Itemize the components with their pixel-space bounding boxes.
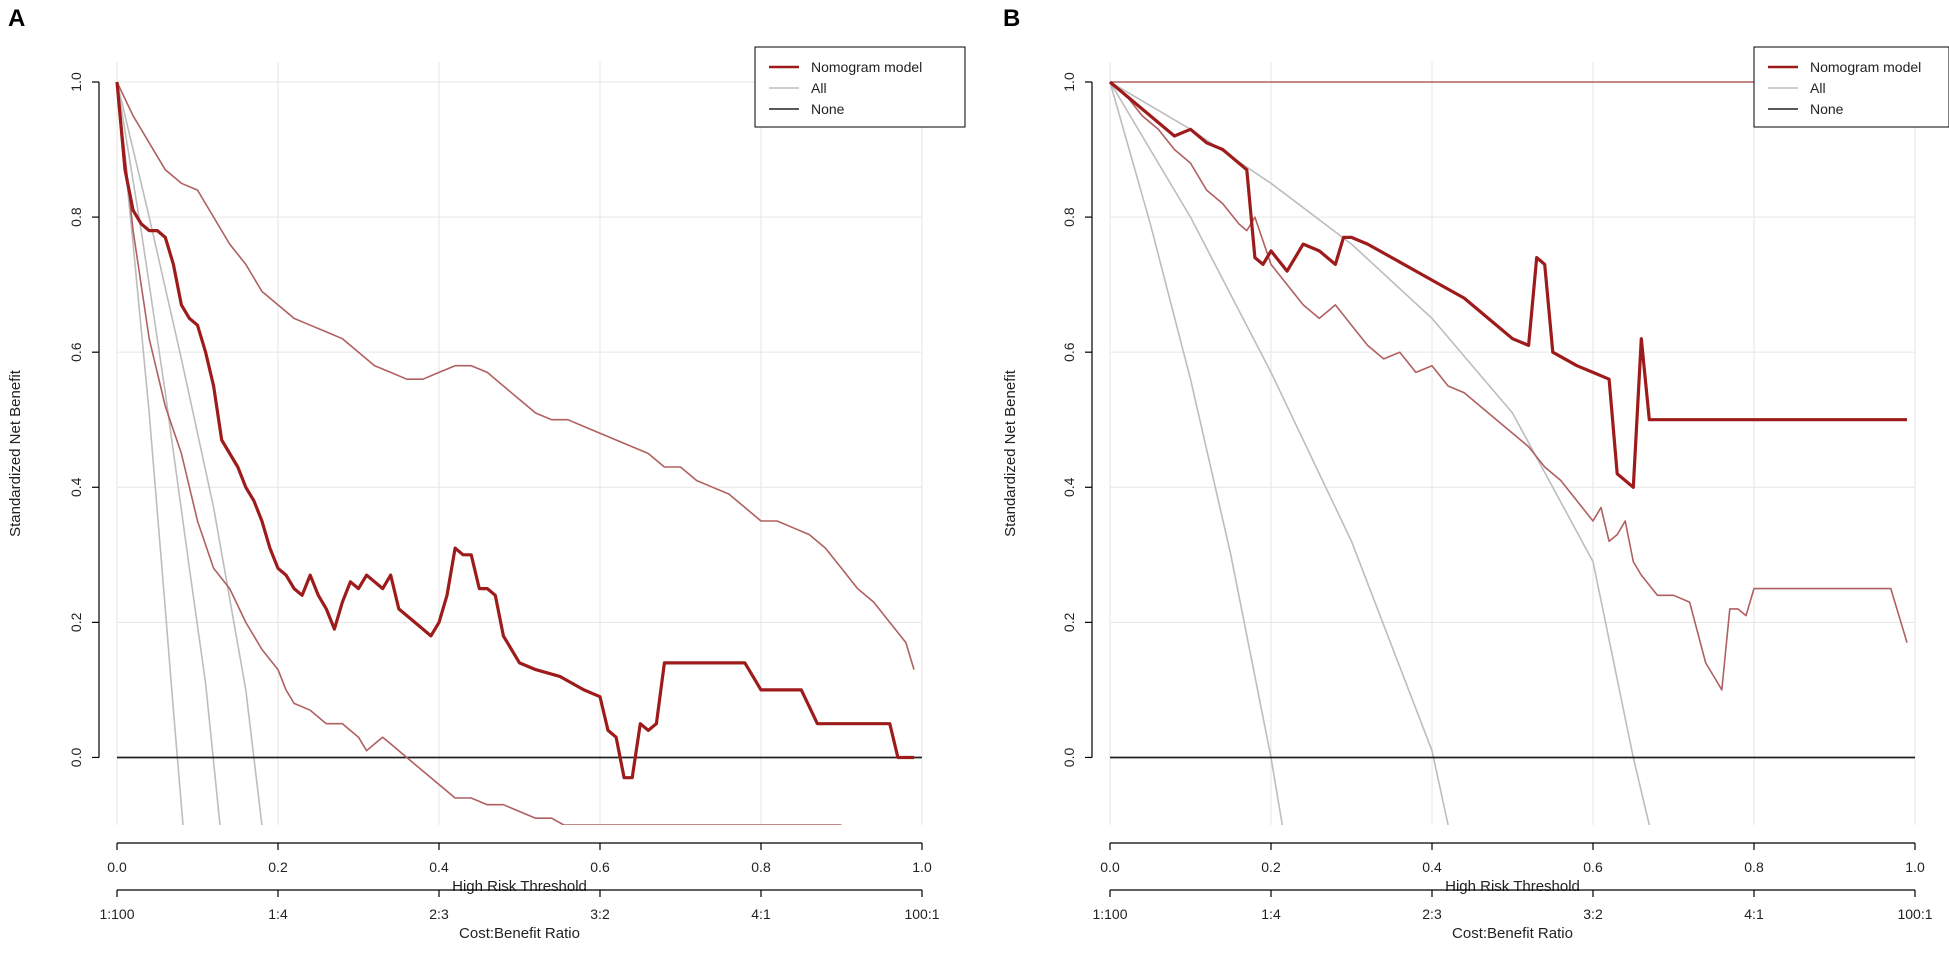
cost-benefit-tick-label: 3:2 — [1583, 906, 1603, 922]
series-all-line-2 — [116, 81, 221, 825]
y-tick-label: 0.8 — [1061, 207, 1077, 227]
y-tick-label: 0.4 — [68, 477, 84, 497]
legend-label-all: All — [811, 80, 827, 96]
x-tick-label: 0.2 — [268, 859, 288, 875]
chart-panel-b: B 0.0 0.2 0.4 0.6 0.8 1.0 Standardized Net Bene… — [1002, 5, 1949, 942]
x-tick-label: 0.0 — [1100, 859, 1120, 875]
x-axis-title: High Risk Threshold — [452, 878, 587, 895]
series-all-line-3 — [116, 81, 263, 825]
cost-benefit-tick-label: 1:100 — [99, 906, 134, 922]
legend: Nomogram model All None — [1753, 46, 1949, 128]
legend-label-none: None — [811, 101, 845, 117]
cost-benefit-tick-label: 4:1 — [751, 906, 771, 922]
x-tick-label: 1.0 — [912, 859, 932, 875]
y-tick-label: 0.6 — [68, 342, 84, 362]
x-tick-label: 0.0 — [107, 859, 127, 875]
legend-label-all: All — [1810, 80, 1826, 96]
cost-benefit-tick-label: 100:1 — [1897, 906, 1932, 922]
series-nomogram-model-line — [115, 81, 914, 780]
cost-benefit-tick-label: 1:4 — [1261, 906, 1281, 922]
series-nomogram-model-upper-line — [116, 81, 915, 670]
y-tick-label: 0.6 — [1061, 342, 1077, 362]
panel-label: A — [8, 5, 25, 32]
x-axis-title: High Risk Threshold — [1445, 878, 1580, 895]
x-tick-label: 0.6 — [1583, 859, 1603, 875]
y-tick-label: 0.0 — [68, 748, 84, 768]
legend: Nomogram model All None — [754, 46, 966, 128]
series-nomogram-model-lower-line — [116, 81, 842, 825]
panel-label: B — [1003, 5, 1020, 32]
x-tick-label: 1.0 — [1905, 859, 1925, 875]
y-axis-title: Standardized Net Benefit — [1002, 369, 1019, 537]
cost-benefit-tick-label: 2:3 — [429, 906, 449, 922]
series-all-line-1 — [1109, 81, 1284, 825]
series-nomogram-model-upper-line — [1109, 81, 1908, 691]
series-nomogram-model-line — [1108, 80, 1907, 489]
cost-benefit-tick-label: 1:4 — [268, 906, 288, 922]
cost-benefit-tick-label: 4:1 — [1744, 906, 1764, 922]
series-all-line-2 — [1109, 81, 1449, 825]
y-tick-label: 0.4 — [1061, 477, 1077, 497]
legend-label-model: Nomogram model — [1810, 59, 1921, 75]
legend-label-none: None — [1810, 101, 1844, 117]
y-tick-label: 1.0 — [68, 72, 84, 92]
x-tick-label: 0.8 — [751, 859, 771, 875]
x-tick-label: 0.8 — [1744, 859, 1764, 875]
x-tick-label: 0.6 — [590, 859, 610, 875]
y-tick-label: 0.2 — [68, 612, 84, 632]
chart-panel-a: A 0.0 0.2 0.4 0.6 0.8 1.0 Standardized Net Bene… — [7, 5, 966, 942]
x-tick-label: 0.4 — [429, 859, 449, 875]
series-all-line-3 — [1109, 81, 1651, 825]
cost-benefit-axis-title: Cost:Benefit Ratio — [459, 925, 580, 942]
series-all-line-1 — [116, 81, 184, 825]
cost-benefit-tick-label: 3:2 — [590, 906, 610, 922]
legend-label-model: Nomogram model — [811, 59, 922, 75]
legend-box — [754, 46, 966, 128]
x-tick-label: 0.4 — [1422, 859, 1442, 875]
x-tick-label: 0.2 — [1261, 859, 1281, 875]
y-tick-label: 1.0 — [1061, 72, 1077, 92]
cost-benefit-tick-label: 1:100 — [1092, 906, 1127, 922]
y-tick-label: 0.0 — [1061, 748, 1077, 768]
cost-benefit-axis-title: Cost:Benefit Ratio — [1452, 925, 1573, 942]
plot-area — [1108, 80, 1915, 825]
legend-box — [1753, 46, 1949, 128]
y-tick-label: 0.8 — [68, 207, 84, 227]
cost-benefit-tick-label: 100:1 — [904, 906, 939, 922]
plot-area — [115, 81, 922, 825]
cost-benefit-tick-label: 2:3 — [1422, 906, 1442, 922]
y-axis-title: Standardized Net Benefit — [7, 369, 24, 537]
y-tick-label: 0.2 — [1061, 612, 1077, 632]
